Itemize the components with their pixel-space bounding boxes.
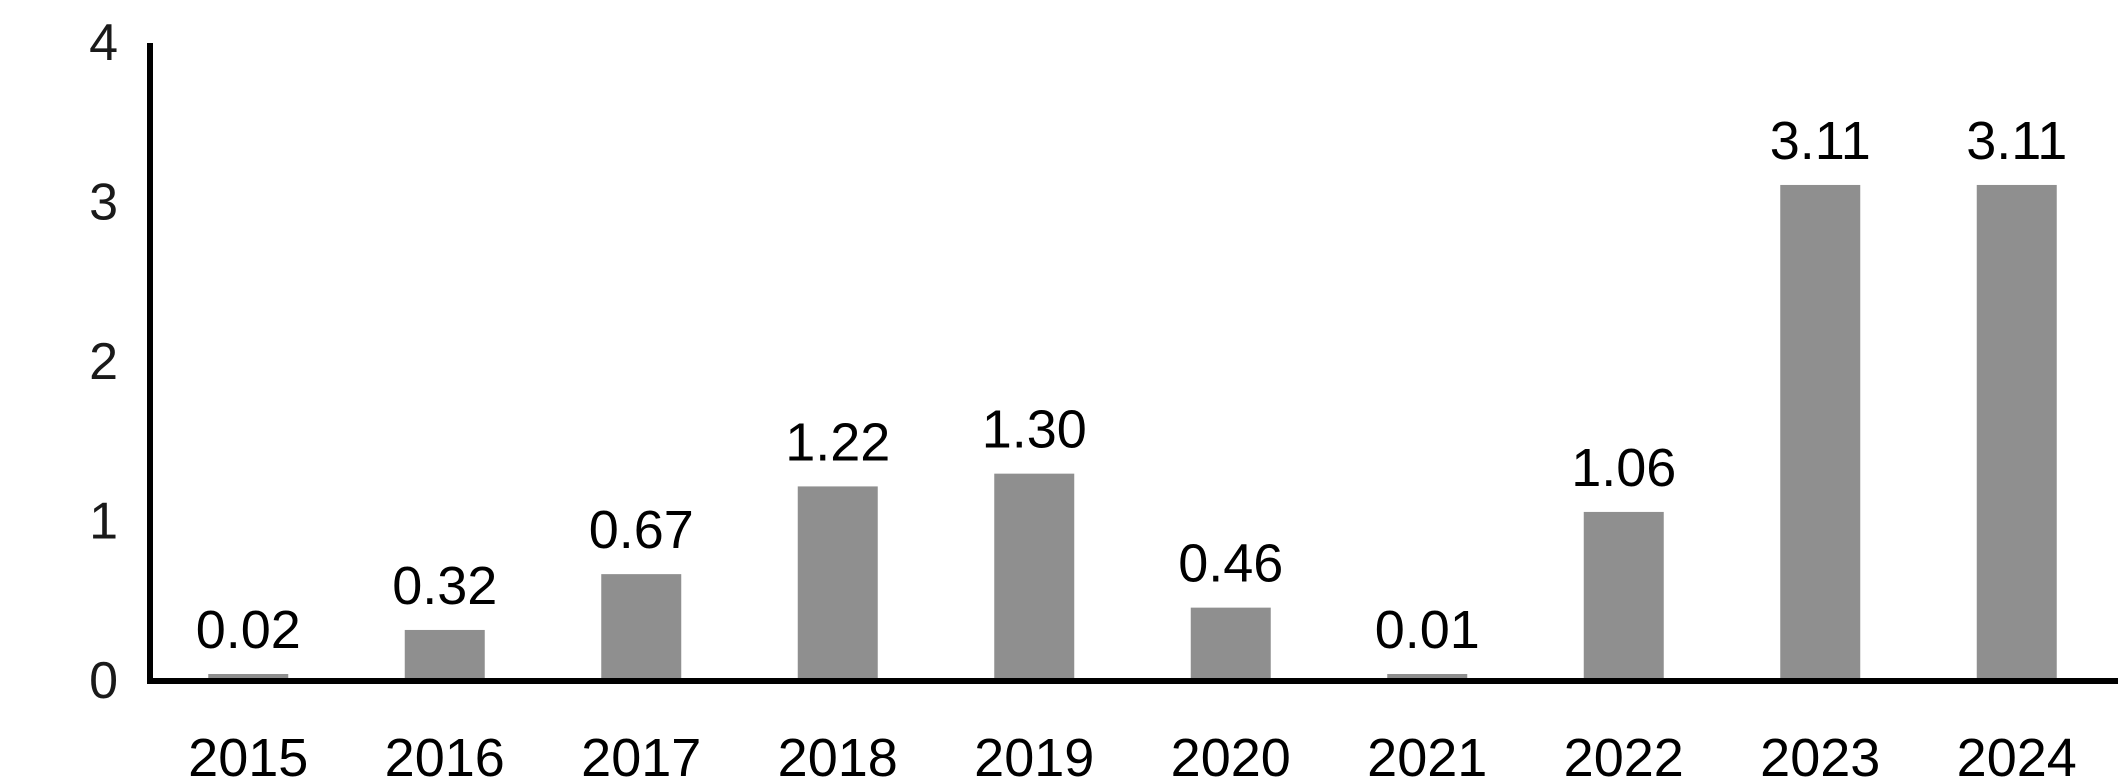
data-label-2017: 0.67 [589,500,694,560]
x-tick-label-2024: 2024 [1957,728,2077,783]
data-label-2021: 0.01 [1375,600,1480,660]
bar-2017 [601,574,682,681]
x-tick-label-2018: 2018 [778,728,898,783]
y-tick-label: 2 [89,333,118,391]
x-tick-label-2020: 2020 [1171,728,1291,783]
y-tick-label: 3 [89,174,118,232]
x-tick-label-2016: 2016 [385,728,505,783]
bar-2020 [1190,607,1271,681]
bar-2019 [994,473,1075,681]
x-tick-label-2015: 2015 [188,728,308,783]
axes [147,43,2118,684]
data-label-2015: 0.02 [196,600,301,660]
data-label-2016: 0.32 [392,556,497,616]
bar-2018 [797,486,878,681]
data-label-2024: 3.11 [1966,111,2067,171]
bar-2022 [1583,511,1664,681]
bar-2024 [1976,184,2057,681]
data-label-2019: 1.30 [982,400,1087,460]
x-tick-label-2019: 2019 [974,728,1094,783]
y-axis-tick-labels: 0 1 2 3 4 [89,14,118,710]
bar-2021 [1387,674,1468,681]
x-tick-label-2022: 2022 [1564,728,1684,783]
x-tick-label-2017: 2017 [581,728,701,783]
y-tick-label: 4 [89,14,118,72]
bar-2016 [404,629,485,681]
x-tick-label-2023: 2023 [1760,728,1880,783]
y-tick-label: 0 [89,652,118,710]
data-label-2022: 1.06 [1571,438,1676,498]
data-labels: 0.02 0.32 0.67 1.22 1.30 0.46 0.01 1.06 3.11 3.11 [196,111,2068,660]
x-axis-tick-labels: 2015 2016 2017 2018 2019 2020 2021 2022 2023 2024 [188,728,2077,783]
bars [208,184,2057,681]
data-label-2023: 3.11 [1770,111,1871,171]
bar-2023 [1780,184,1861,681]
x-tick-label-2021: 2021 [1367,728,1487,783]
data-label-2020: 0.46 [1178,534,1283,594]
data-label-2018: 1.22 [785,412,890,472]
y-tick-label: 1 [89,493,118,551]
bar-2015 [208,674,289,681]
